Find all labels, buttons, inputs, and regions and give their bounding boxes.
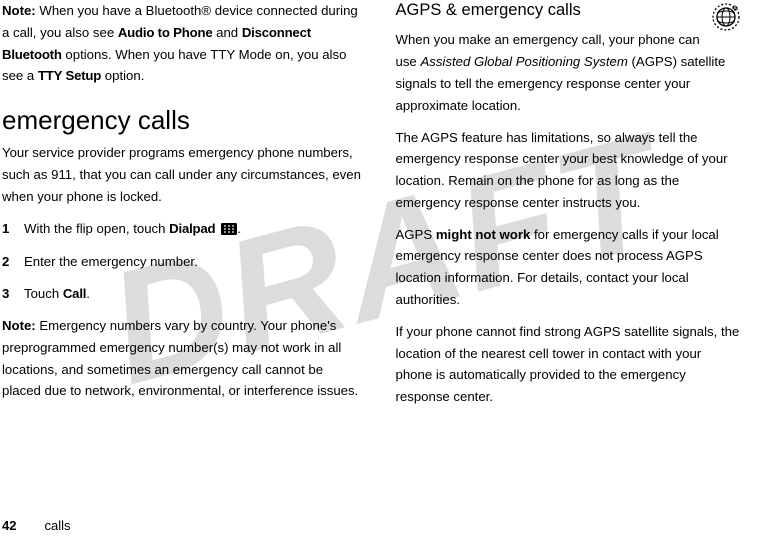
page-footer: 42 calls	[2, 518, 70, 533]
step-2: 2 Enter the emergency number.	[2, 251, 364, 273]
agps-p1: When you make an emergency call, your ph…	[396, 29, 742, 116]
step-number: 2	[2, 251, 24, 273]
note-label: Note:	[2, 3, 36, 18]
agps-full-name: Assisted Global Positioning System	[420, 54, 627, 69]
step-text: Enter the emergency number.	[24, 251, 198, 273]
emergency-note-2: Note: Emergency numbers vary by country.…	[2, 315, 364, 402]
agps-p3: AGPS might not work for emergency calls …	[396, 224, 742, 311]
step-number: 3	[2, 283, 24, 305]
p3-pre: AGPS	[396, 227, 436, 242]
note-text-4: option.	[101, 68, 144, 83]
agps-p4: If your phone cannot find strong AGPS sa…	[396, 321, 742, 408]
note-label: Note:	[2, 318, 36, 333]
agps-p2: The AGPS feature has limitations, so alw…	[396, 127, 742, 214]
step-1: 1 With the flip open, touch Dialpad .	[2, 218, 364, 242]
left-column: Note: When you have a Bluetooth® device …	[2, 0, 380, 547]
bluetooth-note: Note: When you have a Bluetooth® device …	[2, 0, 364, 87]
step-pre: With the flip open, touch	[24, 221, 169, 236]
page-number: 42	[2, 518, 16, 533]
heading-agps: AGPS & emergency calls	[396, 0, 742, 21]
step-post: .	[86, 286, 90, 301]
step-3: 3 Touch Call.	[2, 283, 364, 305]
call-label: Call	[63, 286, 86, 301]
might-not-work: might not work	[436, 227, 531, 242]
step-pre: Touch	[24, 286, 63, 301]
page-content: Note: When you have a Bluetooth® device …	[0, 0, 771, 547]
right-column: A AGPS & emergency calls When you make a…	[380, 0, 758, 547]
step-post: .	[237, 221, 241, 236]
agps-globe-icon: A	[711, 2, 741, 37]
option-tty-setup: TTY Setup	[38, 68, 101, 83]
note-text: Emergency numbers vary by country. Your …	[2, 318, 358, 398]
step-text: With the flip open, touch Dialpad .	[24, 218, 241, 242]
dialpad-icon	[221, 220, 237, 242]
step-number: 1	[2, 218, 24, 242]
heading-emergency-calls: emergency calls	[2, 105, 364, 136]
note-text-2: and	[212, 25, 241, 40]
dialpad-label: Dialpad	[169, 221, 215, 236]
step-text: Touch Call.	[24, 283, 90, 305]
option-audio-to-phone: Audio to Phone	[118, 25, 213, 40]
emergency-intro: Your service provider programs emergency…	[2, 142, 364, 207]
section-name: calls	[44, 518, 70, 533]
